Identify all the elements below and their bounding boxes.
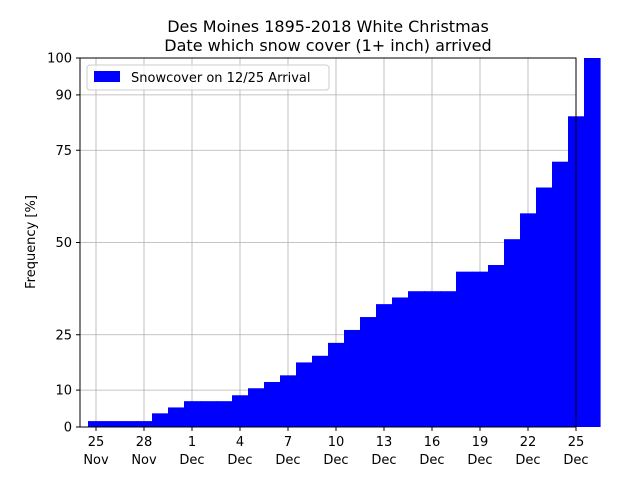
bar [392, 297, 409, 427]
x-tick-label-month: Nov [131, 453, 157, 468]
bar [200, 401, 217, 427]
bar [296, 362, 313, 427]
bar [104, 421, 121, 427]
bar [376, 304, 393, 427]
x-tick-label-month: Dec [563, 453, 588, 468]
bar [584, 58, 601, 427]
x-tick-label-month: Dec [515, 453, 540, 468]
y-tick-label: 0 [64, 421, 72, 436]
bar [152, 413, 169, 427]
chart-title-line1: Des Moines 1895-2018 White Christmas [167, 17, 489, 36]
bar [360, 317, 377, 427]
bar [440, 291, 457, 427]
bar [408, 291, 425, 427]
y-tick-label: 90 [55, 88, 72, 103]
bar [456, 271, 473, 427]
y-tick-label: 10 [55, 384, 72, 399]
y-tick-label: 25 [55, 328, 72, 343]
bars [88, 58, 601, 427]
x-tick-label-day: 25 [88, 435, 105, 450]
bar [120, 421, 137, 427]
bar [536, 187, 553, 427]
bar [248, 388, 265, 427]
bar [472, 271, 489, 427]
bar [136, 421, 153, 427]
bar [184, 401, 201, 427]
x-tick-label-day: 16 [424, 435, 441, 450]
x-tick-label-day: 7 [284, 435, 292, 450]
y-axis-label: Frequency [%] [24, 195, 39, 289]
legend-box [86, 64, 330, 91]
x-tick-label-month: Dec [275, 453, 300, 468]
bar [504, 239, 521, 427]
x-ticks: 25 Nov 28 Nov 1 Dec 4 Dec 7 Dec 10 Dec 13 Dec 16 Dec 19 D… [83, 427, 589, 468]
y-tick-label: 100 [47, 52, 72, 67]
x-tick-label-day: 28 [136, 435, 153, 450]
bar [328, 342, 345, 427]
bar [552, 161, 569, 427]
x-tick-label-day: 10 [328, 435, 345, 450]
x-tick-label-month: Dec [323, 453, 348, 468]
chart-title-line2: Date which snow cover (1+ inch) arrived [164, 36, 491, 55]
x-tick-label-day: 4 [236, 435, 244, 450]
x-tick-label-day: 22 [520, 435, 537, 450]
x-tick-label-day: 25 [568, 435, 585, 450]
legend-swatch [94, 71, 120, 82]
legend-label: Snowcover on 12/25 Arrival [131, 71, 311, 86]
x-tick-label-day: 19 [472, 435, 489, 450]
x-tick-label-month: Dec [467, 453, 492, 468]
x-tick-label-month: Dec [371, 453, 396, 468]
bar [88, 421, 105, 427]
bar [280, 375, 297, 427]
x-tick-label-day: 13 [376, 435, 393, 450]
bar [424, 291, 441, 427]
x-tick-label-month: Dec [227, 453, 252, 468]
legend: Snowcover on 12/25 Arrival [86, 64, 330, 91]
y-ticks: 0 10 25 50 75 90 100 [47, 52, 80, 436]
bar [312, 355, 329, 427]
x-tick-label-day: 1 [188, 435, 196, 450]
bar [520, 213, 537, 427]
bar [168, 407, 185, 427]
bar [232, 395, 249, 427]
x-tick-label-month: Nov [83, 453, 109, 468]
bar [264, 381, 281, 427]
y-tick-label: 50 [55, 236, 72, 251]
y-tick-label: 75 [55, 144, 72, 159]
bar [488, 265, 505, 427]
bar [344, 329, 361, 427]
x-tick-label-month: Dec [179, 453, 204, 468]
bar [216, 401, 233, 427]
x-tick-label-month: Dec [419, 453, 444, 468]
